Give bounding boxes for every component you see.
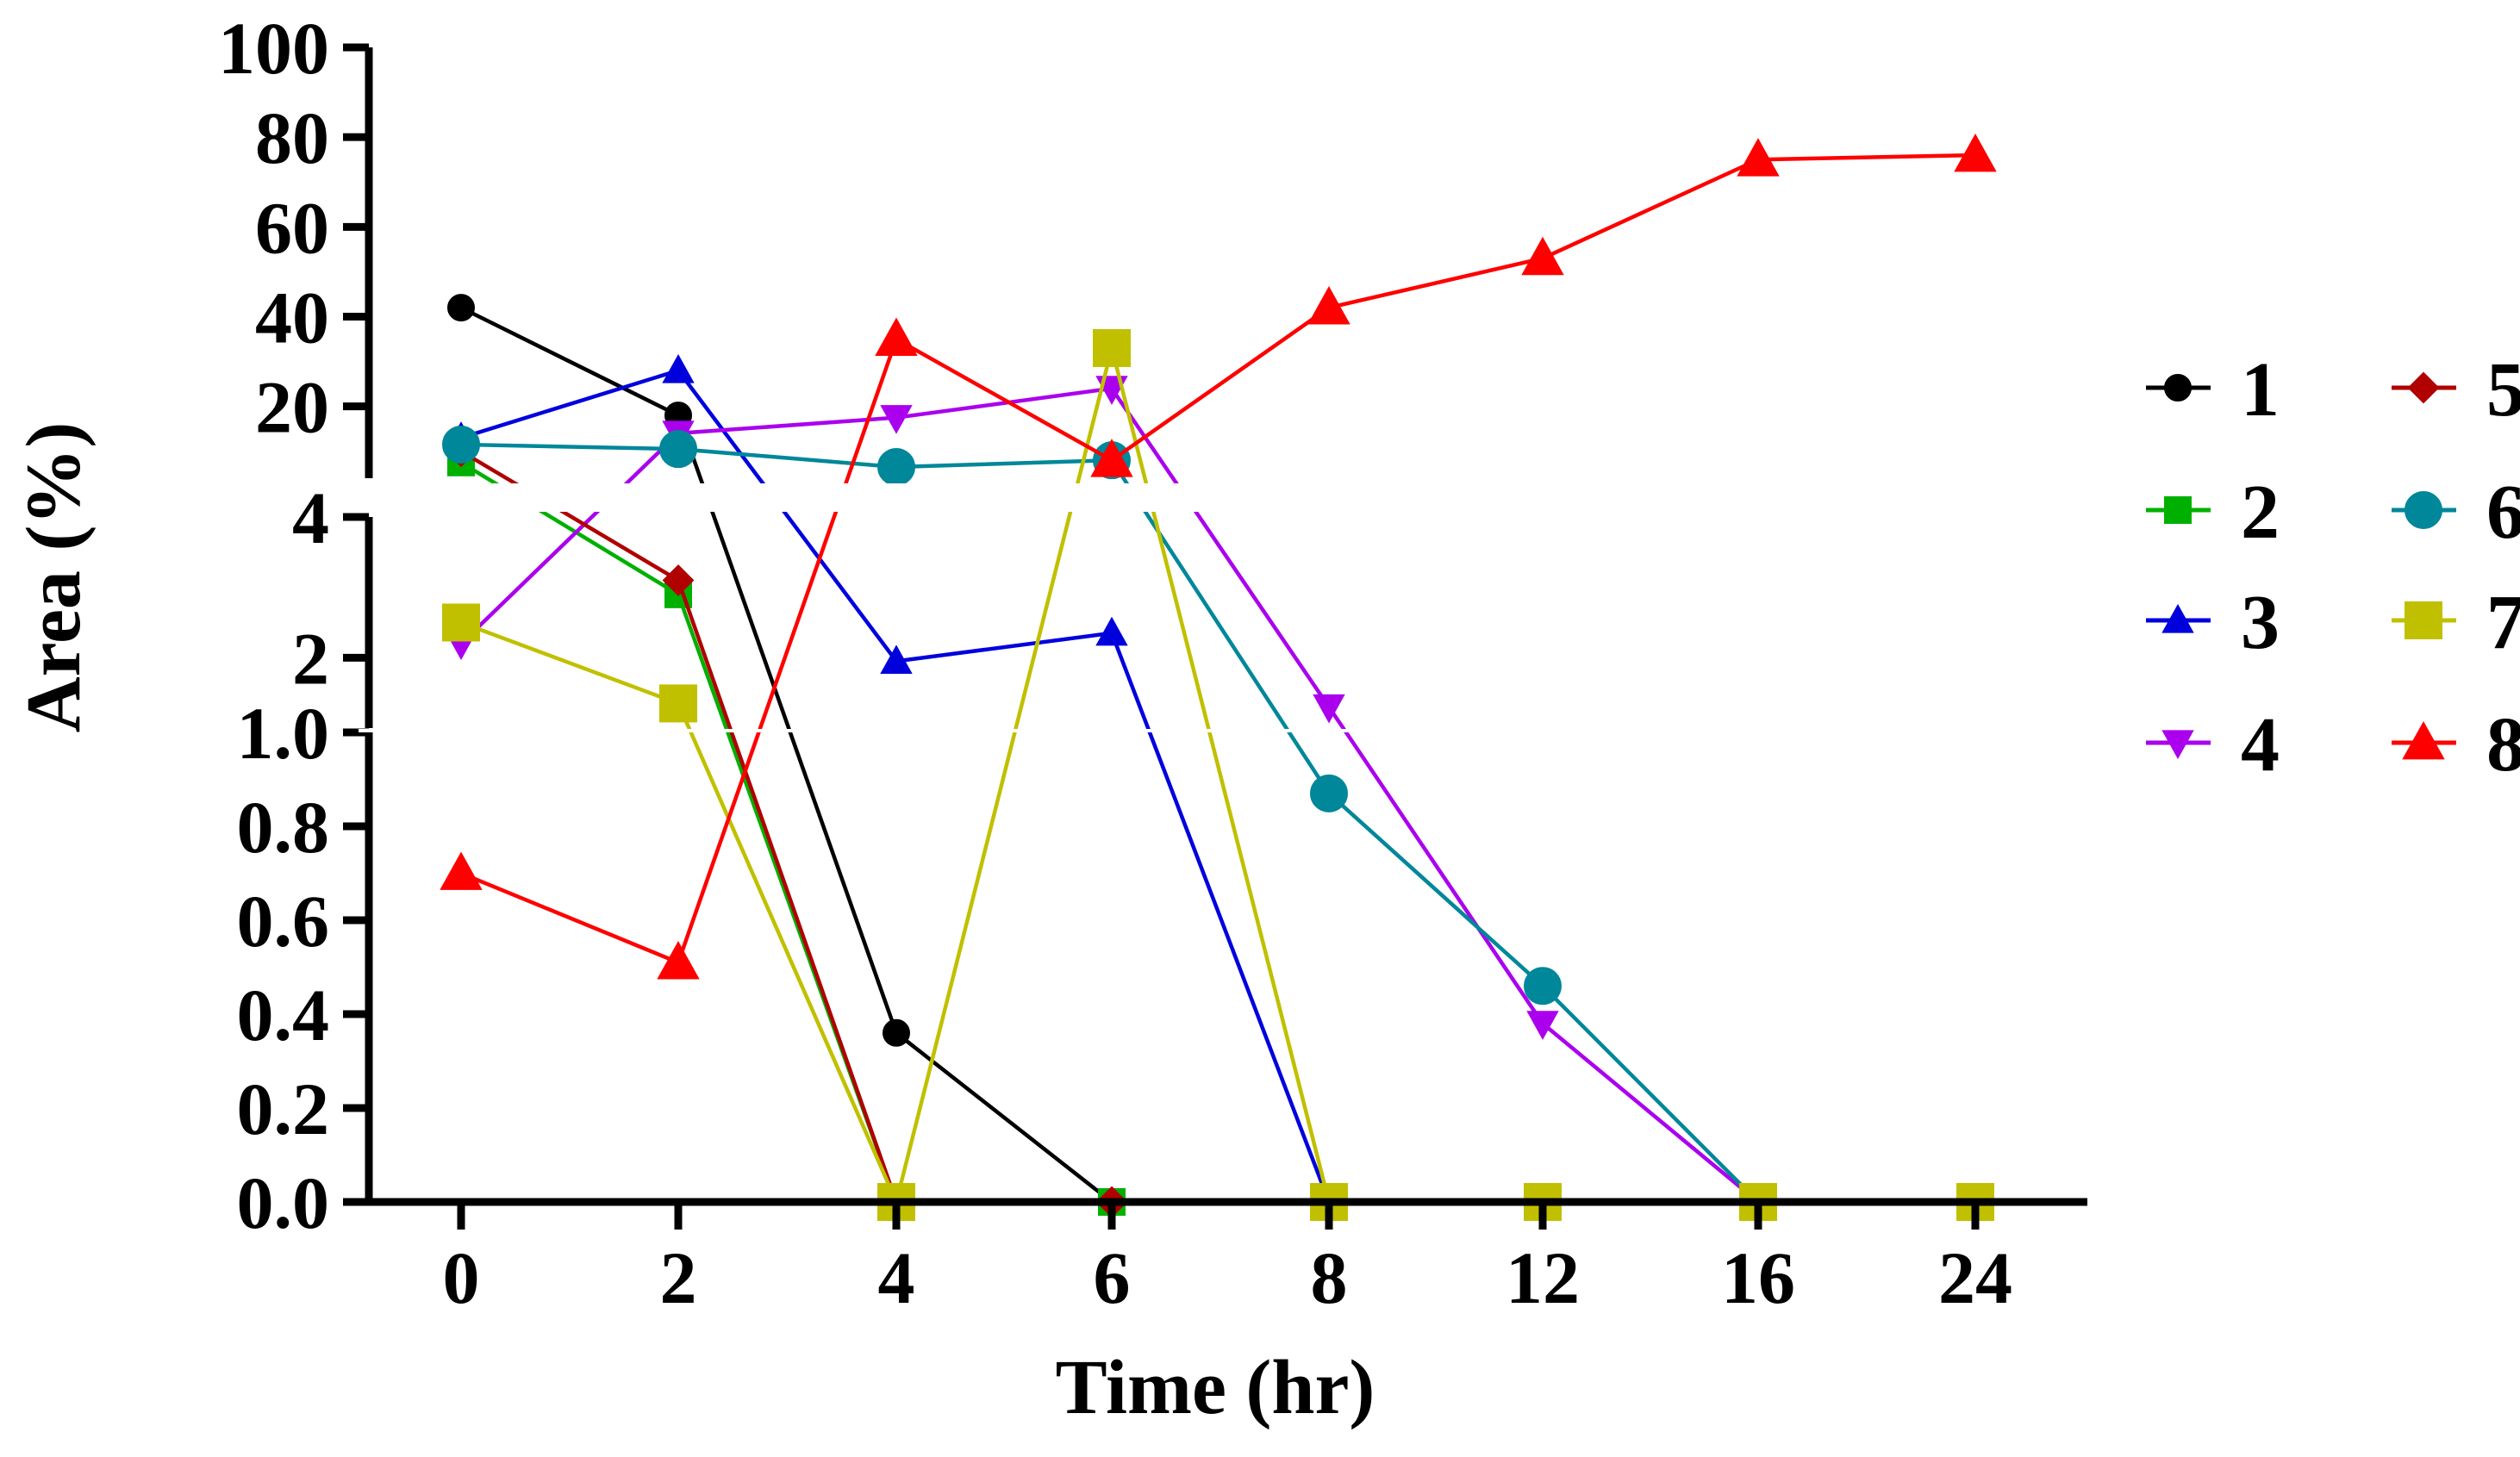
data-point bbox=[1310, 774, 1348, 813]
y-tick-label: 20 bbox=[255, 366, 329, 449]
data-point bbox=[662, 564, 695, 596]
series-1 bbox=[447, 294, 1126, 1216]
series-line-7 bbox=[460, 346, 1975, 1205]
data-point bbox=[877, 447, 915, 486]
legend-marker bbox=[2161, 730, 2194, 760]
x-tick-label: 24 bbox=[1938, 1236, 2012, 1319]
legend-label: 8 bbox=[2486, 702, 2520, 788]
data-point bbox=[875, 317, 918, 356]
y-tick-label: 0.0 bbox=[237, 1161, 330, 1244]
data-point bbox=[880, 405, 913, 434]
data-point bbox=[440, 851, 483, 890]
legend-item-7: 7 bbox=[2392, 580, 2520, 665]
legend-label: 7 bbox=[2486, 580, 2520, 665]
y-tick-label: 60 bbox=[255, 186, 329, 269]
data-point bbox=[659, 684, 697, 723]
legend-item-1: 1 bbox=[2146, 347, 2280, 433]
x-tick-label: 16 bbox=[1721, 1236, 1795, 1319]
series-line-5 bbox=[459, 449, 1329, 1205]
data-point bbox=[662, 353, 695, 383]
y-tick-label: 0.8 bbox=[237, 786, 330, 869]
x-tick-label: 4 bbox=[878, 1236, 915, 1319]
legend-marker bbox=[2161, 603, 2194, 633]
legend-item-3: 3 bbox=[2146, 580, 2280, 665]
data-point bbox=[1737, 138, 1780, 177]
legend-item-4: 4 bbox=[2146, 702, 2280, 788]
axis-break-gap-lower bbox=[359, 729, 2087, 732]
y-tick-label: 0.6 bbox=[237, 880, 330, 962]
data-point bbox=[442, 425, 480, 464]
data-point bbox=[880, 644, 913, 675]
series-8 bbox=[440, 133, 1997, 980]
data-point bbox=[1524, 967, 1562, 1006]
series-2 bbox=[447, 448, 1126, 1216]
x-axis-label: Time (hr) bbox=[1056, 1345, 1375, 1430]
legend-marker bbox=[2407, 371, 2440, 404]
legend-marker bbox=[2405, 601, 2442, 639]
legend-label: 6 bbox=[2486, 470, 2520, 555]
data-point bbox=[1313, 694, 1345, 724]
series-6 bbox=[442, 425, 1777, 1221]
legend-marker bbox=[2405, 491, 2442, 529]
data-point bbox=[657, 940, 700, 980]
data-point bbox=[883, 1018, 910, 1047]
x-tick-label: 6 bbox=[1094, 1236, 1131, 1319]
legend-label: 2 bbox=[2241, 470, 2280, 555]
legend-label: 1 bbox=[2241, 347, 2280, 433]
x-tick-label: 8 bbox=[1311, 1236, 1348, 1319]
legend-label: 5 bbox=[2486, 347, 2520, 433]
data-point bbox=[442, 603, 480, 642]
legend: 1 2 3 4 5 6 7 8 bbox=[2146, 347, 2520, 788]
y-tick-label: 1.0 bbox=[237, 692, 330, 775]
data-point bbox=[447, 294, 475, 322]
series-line-6 bbox=[460, 442, 1760, 1204]
legend-item-6: 6 bbox=[2392, 470, 2520, 555]
legend-item-2: 2 bbox=[2146, 470, 2280, 555]
series-line-8 bbox=[460, 153, 1976, 965]
data-point bbox=[1090, 439, 1133, 477]
data-point bbox=[1954, 133, 1997, 172]
series-line-2 bbox=[459, 460, 1112, 1205]
x-tick-label: 0 bbox=[443, 1236, 480, 1319]
y-tick-label: 0.4 bbox=[237, 974, 330, 1056]
y-tick-label: 4 bbox=[292, 476, 329, 559]
y-axis-label: Area (%) bbox=[11, 422, 97, 733]
legend-item-5: 5 bbox=[2392, 347, 2520, 433]
legend-label: 4 bbox=[2241, 702, 2280, 788]
legend-marker bbox=[2164, 496, 2192, 524]
data-point bbox=[659, 430, 697, 469]
y-tick-label: 80 bbox=[255, 97, 329, 179]
legend-marker bbox=[2402, 720, 2445, 760]
series-5 bbox=[445, 435, 1345, 1218]
y-tick-label: 100 bbox=[218, 7, 329, 90]
legend-label: 3 bbox=[2241, 580, 2280, 665]
x-tick-label: 12 bbox=[1506, 1236, 1580, 1319]
data-point bbox=[1095, 616, 1128, 646]
axis-break-gap-upper bbox=[359, 483, 2087, 512]
x-tick-label: 2 bbox=[660, 1236, 697, 1319]
plot-area bbox=[440, 133, 1997, 1221]
y-tick-label: 2 bbox=[292, 617, 329, 700]
data-point bbox=[1526, 1011, 1559, 1040]
data-point bbox=[1521, 236, 1564, 276]
y-tick-label: 0.2 bbox=[237, 1068, 330, 1150]
series-line-1 bbox=[460, 306, 1113, 1204]
data-point bbox=[1307, 286, 1350, 325]
data-point bbox=[1093, 328, 1131, 367]
legend-marker bbox=[2164, 374, 2192, 402]
y-tick-label: 40 bbox=[255, 277, 329, 359]
legend-item-8: 8 bbox=[2392, 702, 2520, 788]
